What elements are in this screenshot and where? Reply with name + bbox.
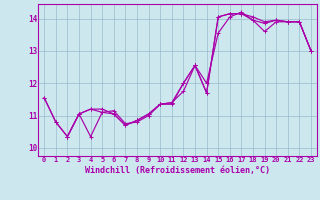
X-axis label: Windchill (Refroidissement éolien,°C): Windchill (Refroidissement éolien,°C) <box>85 166 270 175</box>
